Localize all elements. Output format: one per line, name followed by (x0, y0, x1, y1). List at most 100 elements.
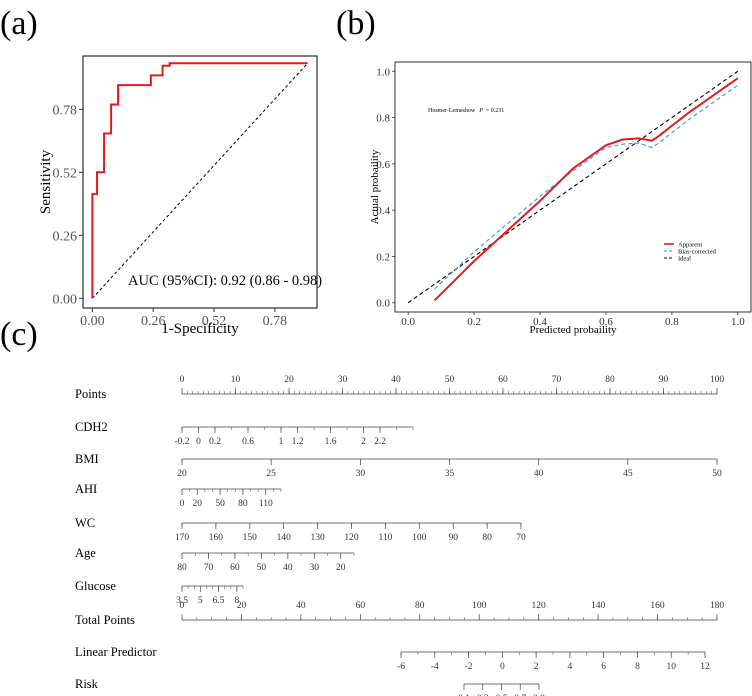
nomogram-label-age: Age (75, 546, 96, 560)
nomogram-tick-label: 70 (552, 375, 562, 385)
nomogram-label-glucose: Glucose (75, 579, 116, 593)
calibration-y-ticks: 0.0 0.2 0.4 0.6 0.8 1.0 (376, 66, 395, 310)
calibration-y-tick-label: 0.6 (376, 159, 390, 171)
nomogram-tick-label: 0.5 (496, 694, 508, 696)
nomogram-tick-label: 70 (204, 563, 214, 573)
calibration-x-tick-label: 0.2 (467, 316, 481, 328)
calibration-y-tick-label: 0.2 (376, 251, 390, 263)
calibration-x-ticks: 0.0 0.2 0.4 0.6 0.8 1.0 (401, 312, 745, 328)
nomogram-tick-label: 0 (180, 601, 185, 611)
nomogram-tick-label: 30 (356, 469, 366, 479)
nomogram-tick-label: 45 (623, 469, 633, 479)
nomogram-tick-label: 80 (238, 499, 248, 509)
nomogram-tick-label: 6.5 (213, 596, 225, 606)
nomogram-label-points: Points (75, 387, 106, 401)
nomogram-tick-label: 0 (180, 375, 185, 385)
nomogram-tick-label: 50 (445, 375, 455, 385)
nomogram-tick-label: 0.7 (514, 694, 526, 696)
nomogram-tick-label: 80 (605, 375, 615, 385)
nomogram-tick-label: 50 (215, 499, 225, 509)
nomogram-tick-label: 40 (391, 375, 401, 385)
calibration-x-tick-label: 0.8 (665, 316, 679, 328)
nomogram-label-cdh-: CDH2 (75, 420, 108, 434)
nomogram-label-risk: Risk (75, 677, 99, 691)
roc-plot-frame (82, 55, 318, 309)
nomogram-tick-label: 120 (532, 601, 547, 611)
nomogram-tick-label: -4 (431, 662, 439, 672)
nomogram-tick-label: 50 (712, 469, 722, 479)
nomogram-tick-label: 8 (635, 662, 640, 672)
nomogram-tick-label: 70 (516, 533, 526, 543)
nomogram-tick-label: 20 (336, 563, 346, 573)
nomogram-tick-label: 60 (356, 601, 366, 611)
nomogram-tick-label: 0.6 (242, 437, 254, 447)
nomogram-tick-label: 2 (361, 437, 366, 447)
nomogram-tick-label: 12 (700, 662, 710, 672)
hosmer-lemeshow-annotation: Hosmer-Lemeshow P = 0.231 (428, 108, 504, 114)
nomogram-tick-label: 0.2 (209, 437, 221, 447)
nomogram-tick-label: 170 (175, 533, 190, 543)
nomogram-tick-label: 130 (310, 533, 325, 543)
nomogram-tick-label: -2 (465, 662, 473, 672)
nomogram-label-total-points: Total Points (75, 613, 135, 627)
roc-reference-line (91, 62, 309, 299)
nomogram-tick-label: 1.2 (292, 437, 304, 447)
nomogram-tick-label: 80 (415, 601, 425, 611)
nomogram-tick-label: 0 (500, 662, 505, 672)
nomogram-tick-label: 30 (338, 375, 348, 385)
nomogram-tick-label: 160 (650, 601, 665, 611)
nomogram-tick-label: 140 (591, 601, 606, 611)
legend-entry: Apparent (678, 242, 702, 249)
calibration-plot-frame (394, 61, 752, 313)
roc-y-tick-label: 0.00 (53, 292, 78, 307)
nomogram-tick-label: 80 (177, 563, 187, 573)
roc-y-tick-label: 0.26 (53, 229, 78, 244)
nomogram-label-linear-predictor: Linear Predictor (75, 645, 157, 659)
nomogram-tick-label: 100 (710, 375, 725, 385)
nomogram-tick-label: 35 (445, 469, 455, 479)
legend-entry: Bias-corrected (678, 249, 717, 256)
roc-y-tick-label: 0.78 (53, 103, 78, 118)
nomogram-tick-label: 110 (378, 533, 392, 543)
nomogram-tick-label: 4 (568, 662, 573, 672)
auc-annotation: AUC (95%CI): 0.92 (0.86 - 0.98) (128, 273, 322, 289)
nomogram-tick-label: 90 (659, 375, 669, 385)
nomogram-tick-label: 40 (283, 563, 293, 573)
calibration-x-tick-label: 0.4 (533, 316, 547, 328)
nomogram-tick-label: 8 (235, 596, 240, 606)
roc-x-tick-label: 0.78 (263, 314, 288, 329)
nomogram-tick-label: 20 (284, 375, 294, 385)
calibration-series (407, 70, 739, 304)
nomogram-tick-label: 10 (666, 662, 676, 672)
roc-y-ticks: 0.00 0.26 0.52 0.78 (53, 103, 83, 307)
calibration-line-apparent (433, 77, 739, 302)
nomogram-tick-label: 40 (296, 601, 306, 611)
nomogram-tick-label: 50 (257, 563, 267, 573)
roc-x-axis-label: 1-Specificity (161, 321, 239, 337)
nomogram-label-wc: WC (75, 516, 95, 530)
nomogram-tick-label: 110 (259, 499, 273, 509)
nomogram-tick-label: 20 (237, 601, 247, 611)
calibration-line-ideal (407, 70, 739, 304)
nomogram-tick-label: 25 (266, 469, 276, 479)
roc-curve (91, 62, 308, 299)
nomogram-tick-label: 3.5 (176, 596, 188, 606)
calibration-x-tick-label: 0.6 (599, 316, 613, 328)
calibration-y-tick-label: 1.0 (376, 66, 390, 78)
nomogram-tick-label: 2 (534, 662, 539, 672)
calibration-x-tick-label: 1.0 (731, 316, 745, 328)
nomogram-tick-label: 20 (192, 499, 202, 509)
nomogram-label-ahi: AHI (75, 482, 97, 496)
nomogram-tick-label: 100 (472, 601, 487, 611)
nomogram-tick-label: 0.9 (533, 694, 545, 696)
nomogram-tick-label: 120 (344, 533, 359, 543)
nomogram-tick-label: 100 (412, 533, 427, 543)
roc-x-tick-label: 0.00 (80, 314, 105, 329)
hl-p-label: P (478, 108, 483, 114)
roc-x-ticks: 0.00 0.26 0.52 0.78 (80, 308, 287, 329)
hl-p-value: = 0.231 (486, 108, 504, 114)
nomogram-tick-label: 0 (180, 499, 185, 509)
nomogram-tick-label: 180 (710, 601, 725, 611)
